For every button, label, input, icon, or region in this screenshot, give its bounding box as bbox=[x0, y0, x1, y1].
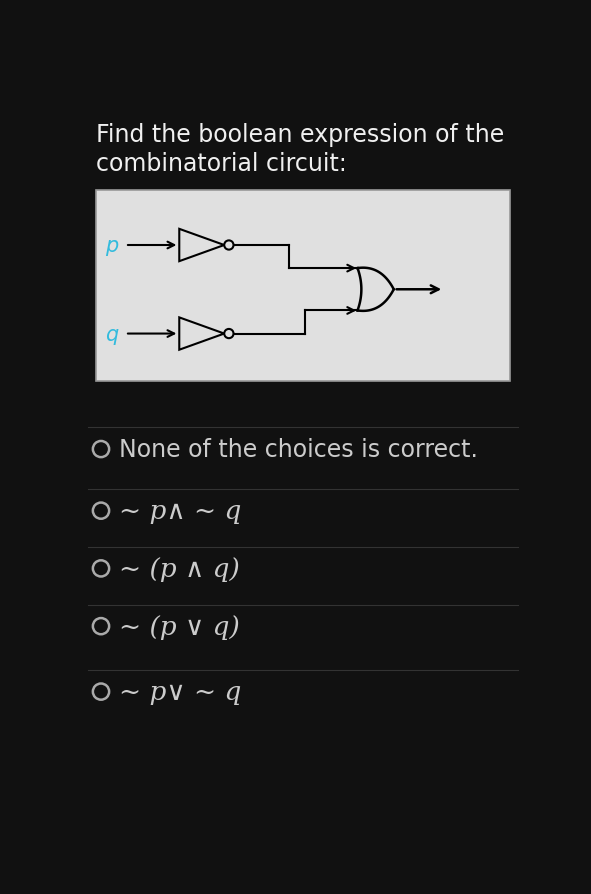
Text: q: q bbox=[105, 325, 118, 344]
Text: None of the choices is correct.: None of the choices is correct. bbox=[119, 437, 478, 461]
Text: combinatorial circuit:: combinatorial circuit: bbox=[96, 152, 346, 176]
Text: ~ p∧ ~ q: ~ p∧ ~ q bbox=[119, 499, 241, 524]
Text: ~ (p ∨ q): ~ (p ∨ q) bbox=[119, 614, 239, 639]
Text: ~ p∨ ~ q: ~ p∨ ~ q bbox=[119, 679, 241, 704]
Text: ~ (p ∧ q): ~ (p ∧ q) bbox=[119, 556, 239, 581]
FancyBboxPatch shape bbox=[96, 190, 510, 381]
Text: Find the boolean expression of the: Find the boolean expression of the bbox=[96, 122, 504, 147]
Text: p: p bbox=[105, 236, 118, 256]
